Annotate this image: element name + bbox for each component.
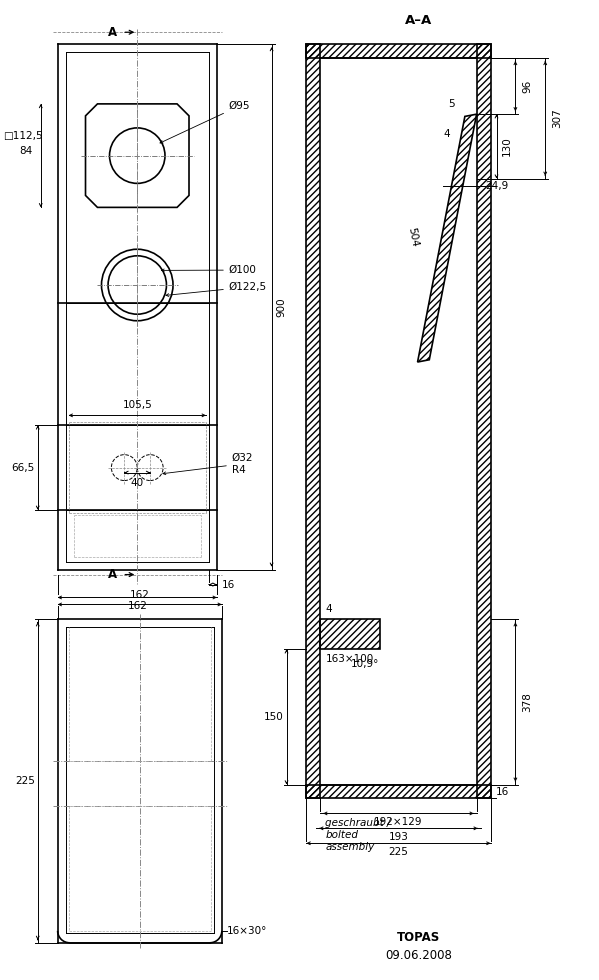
Text: 16×30°: 16×30° (227, 926, 267, 936)
Text: Ø100: Ø100 (161, 265, 257, 275)
Text: Ø32
R4: Ø32 R4 (163, 453, 253, 474)
Text: 192×129: 192×129 (374, 817, 423, 827)
Text: 09.06.2008: 09.06.2008 (385, 950, 452, 962)
Text: 40: 40 (131, 477, 144, 488)
Bar (307, 44, 491, 58)
Text: Ø122,5: Ø122,5 (166, 282, 267, 297)
Text: A: A (108, 25, 117, 39)
Text: 225: 225 (389, 848, 409, 858)
Text: A: A (108, 568, 117, 581)
Text: 378: 378 (522, 692, 533, 711)
Text: 5: 5 (449, 99, 455, 109)
Text: 4: 4 (325, 605, 332, 614)
Text: 900: 900 (277, 297, 286, 317)
Text: 16: 16 (495, 787, 509, 797)
Text: geschraubt /
bolted
assembly: geschraubt / bolted assembly (325, 818, 391, 852)
Text: 130: 130 (501, 136, 512, 156)
Bar (477, 44, 491, 799)
Text: 193: 193 (389, 832, 409, 843)
Text: 24,9: 24,9 (486, 181, 509, 191)
Bar (320, 619, 380, 649)
Text: 4: 4 (443, 129, 450, 139)
Text: Ø95: Ø95 (160, 101, 250, 143)
Text: A–A: A–A (405, 14, 432, 26)
Text: 150: 150 (264, 711, 283, 722)
Text: □112,5: □112,5 (3, 130, 43, 141)
Text: 162: 162 (128, 602, 147, 612)
Text: 162: 162 (130, 591, 150, 601)
Text: 105,5: 105,5 (122, 401, 152, 411)
Bar (307, 44, 320, 799)
Text: 84: 84 (19, 146, 32, 156)
Text: 163×100: 163×100 (326, 655, 374, 664)
Text: 504: 504 (406, 226, 420, 248)
Text: TOPAS: TOPAS (397, 931, 440, 945)
Text: 16: 16 (222, 579, 235, 590)
Text: 96: 96 (522, 79, 533, 93)
Bar (307, 785, 491, 799)
Text: 307: 307 (552, 109, 562, 128)
Text: 225: 225 (15, 776, 35, 786)
Text: 10,9°: 10,9° (351, 660, 379, 669)
Text: 66,5: 66,5 (11, 463, 35, 472)
